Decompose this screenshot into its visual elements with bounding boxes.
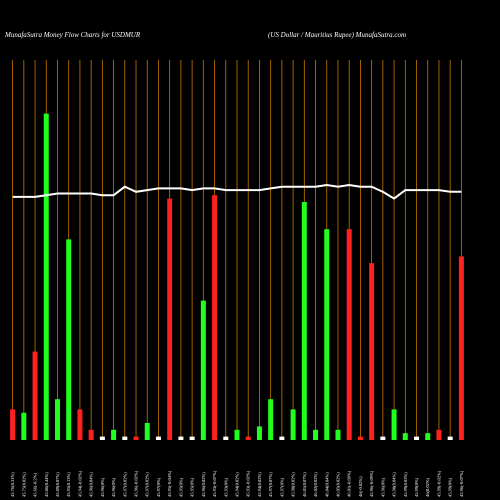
bar xyxy=(122,436,128,440)
x-tick-label: 45.96(0%) xyxy=(380,477,385,497)
bar xyxy=(458,256,464,440)
x-tick-label: 45.75(0.02%) xyxy=(21,472,26,497)
bar xyxy=(256,426,262,440)
bar xyxy=(290,409,296,440)
x-tick-label: 45.86(0.44%) xyxy=(44,472,49,497)
bar xyxy=(279,436,285,440)
bar xyxy=(155,436,161,440)
x-tick-label: 46.05(0.02%) xyxy=(335,472,340,497)
x-tick-label: 45.98(0.04%) xyxy=(392,472,397,497)
bar xyxy=(335,429,341,440)
x-tick-label: 45.97(0.02%) xyxy=(145,472,150,497)
x-tick-label: 46(0.02%) xyxy=(425,477,430,497)
bar xyxy=(357,436,363,440)
x-tick-label: 45.96(0%) xyxy=(111,477,116,497)
bar xyxy=(447,436,453,440)
x-tick-label: 45.96(0.02%) xyxy=(201,472,206,497)
bar xyxy=(301,202,307,440)
price-line xyxy=(12,183,462,200)
bar xyxy=(178,436,184,440)
x-tick-label: 45.99(0%) xyxy=(414,477,419,497)
x-tick-label: 45.98(0.02%) xyxy=(291,472,296,497)
x-tick-label: 45.94(-0.02%) xyxy=(77,470,82,497)
bar xyxy=(245,436,251,440)
x-tick-label: 45.95(0%) xyxy=(190,477,195,497)
bar xyxy=(436,429,442,440)
x-tick-label: 45.93(-0.02%) xyxy=(246,470,251,497)
bar xyxy=(346,229,352,440)
bar xyxy=(324,229,330,440)
x-tick-label: 45.97(0%) xyxy=(156,477,161,497)
x-tick-label: 46.01(0.07%) xyxy=(302,472,307,497)
x-tick-label: 45.66(-0.2%) xyxy=(33,473,38,497)
x-tick-label: 45.95(0%) xyxy=(178,477,183,497)
chart-title: MunafaSutra Money Flow Charts for USDMUR xyxy=(4,31,141,39)
bar xyxy=(43,113,49,440)
bar xyxy=(380,436,386,440)
bar xyxy=(66,239,72,440)
x-tick-label: 45.96(-0.02%) xyxy=(134,470,139,497)
x-tick-label: 45.99(-0.02%) xyxy=(436,470,441,497)
bar xyxy=(212,195,218,440)
x-tick-label: 46(-0.02%) xyxy=(358,476,363,497)
x-tick-label: 45.97(0.07%) xyxy=(268,472,273,497)
x-tick-label: 45.96(-0.07%) xyxy=(459,470,464,497)
x-tick-label: 46.04(0.04%) xyxy=(324,472,329,497)
bar xyxy=(425,433,431,440)
bar xyxy=(144,423,150,440)
bar xyxy=(200,300,206,440)
bar xyxy=(414,436,420,440)
bar xyxy=(402,433,408,440)
bar xyxy=(88,429,94,440)
bar xyxy=(21,412,27,440)
x-tick-label: 45.97(0.02%) xyxy=(122,472,127,497)
x-tick-label: 45.96(0%) xyxy=(100,477,105,497)
bar xyxy=(10,409,16,440)
bar xyxy=(167,198,173,440)
x-tick-label: 45.94(0.02%) xyxy=(257,472,262,497)
x-tick-label: 45.94(0.02%) xyxy=(235,472,240,497)
x-tick-label: 45.95(-0.04%) xyxy=(167,470,172,497)
x-tick-label: 45.99(0%) xyxy=(448,477,453,497)
x-tick-label: 46.02(0.02%) xyxy=(313,472,318,497)
x-tick-label: 45.89(0.07%) xyxy=(55,472,60,497)
bar xyxy=(313,429,319,440)
x-tick-label: 45.93(-0.07%) xyxy=(212,470,217,497)
bar xyxy=(111,429,117,440)
x-tick-label: 45.97(0%) xyxy=(279,477,284,497)
x-tick-label: 46.01(-0.09%) xyxy=(347,470,352,497)
x-tick-label: 45.96(0.04%) xyxy=(89,472,94,497)
x-tick-label: 45.99(0.02%) xyxy=(403,472,408,497)
bar xyxy=(99,436,105,440)
bar xyxy=(223,436,229,440)
x-tick-label: 45.93(0%) xyxy=(223,477,228,497)
bar xyxy=(77,409,83,440)
bar xyxy=(54,399,60,440)
bar xyxy=(234,429,240,440)
chart-subtitle: (US Dollar / Mauritius Rupee) MunafaSutr… xyxy=(268,31,406,39)
bar xyxy=(32,351,38,440)
bar xyxy=(268,399,274,440)
bar xyxy=(391,409,397,440)
x-tick-label: 45.96(-0.09%) xyxy=(369,470,374,497)
x-tick-label: 45.95(0.13%) xyxy=(66,472,71,497)
bar xyxy=(189,436,195,440)
bar xyxy=(369,263,375,440)
x-tick-label: 45.76(0.31%) xyxy=(10,472,15,497)
bar xyxy=(133,436,139,440)
